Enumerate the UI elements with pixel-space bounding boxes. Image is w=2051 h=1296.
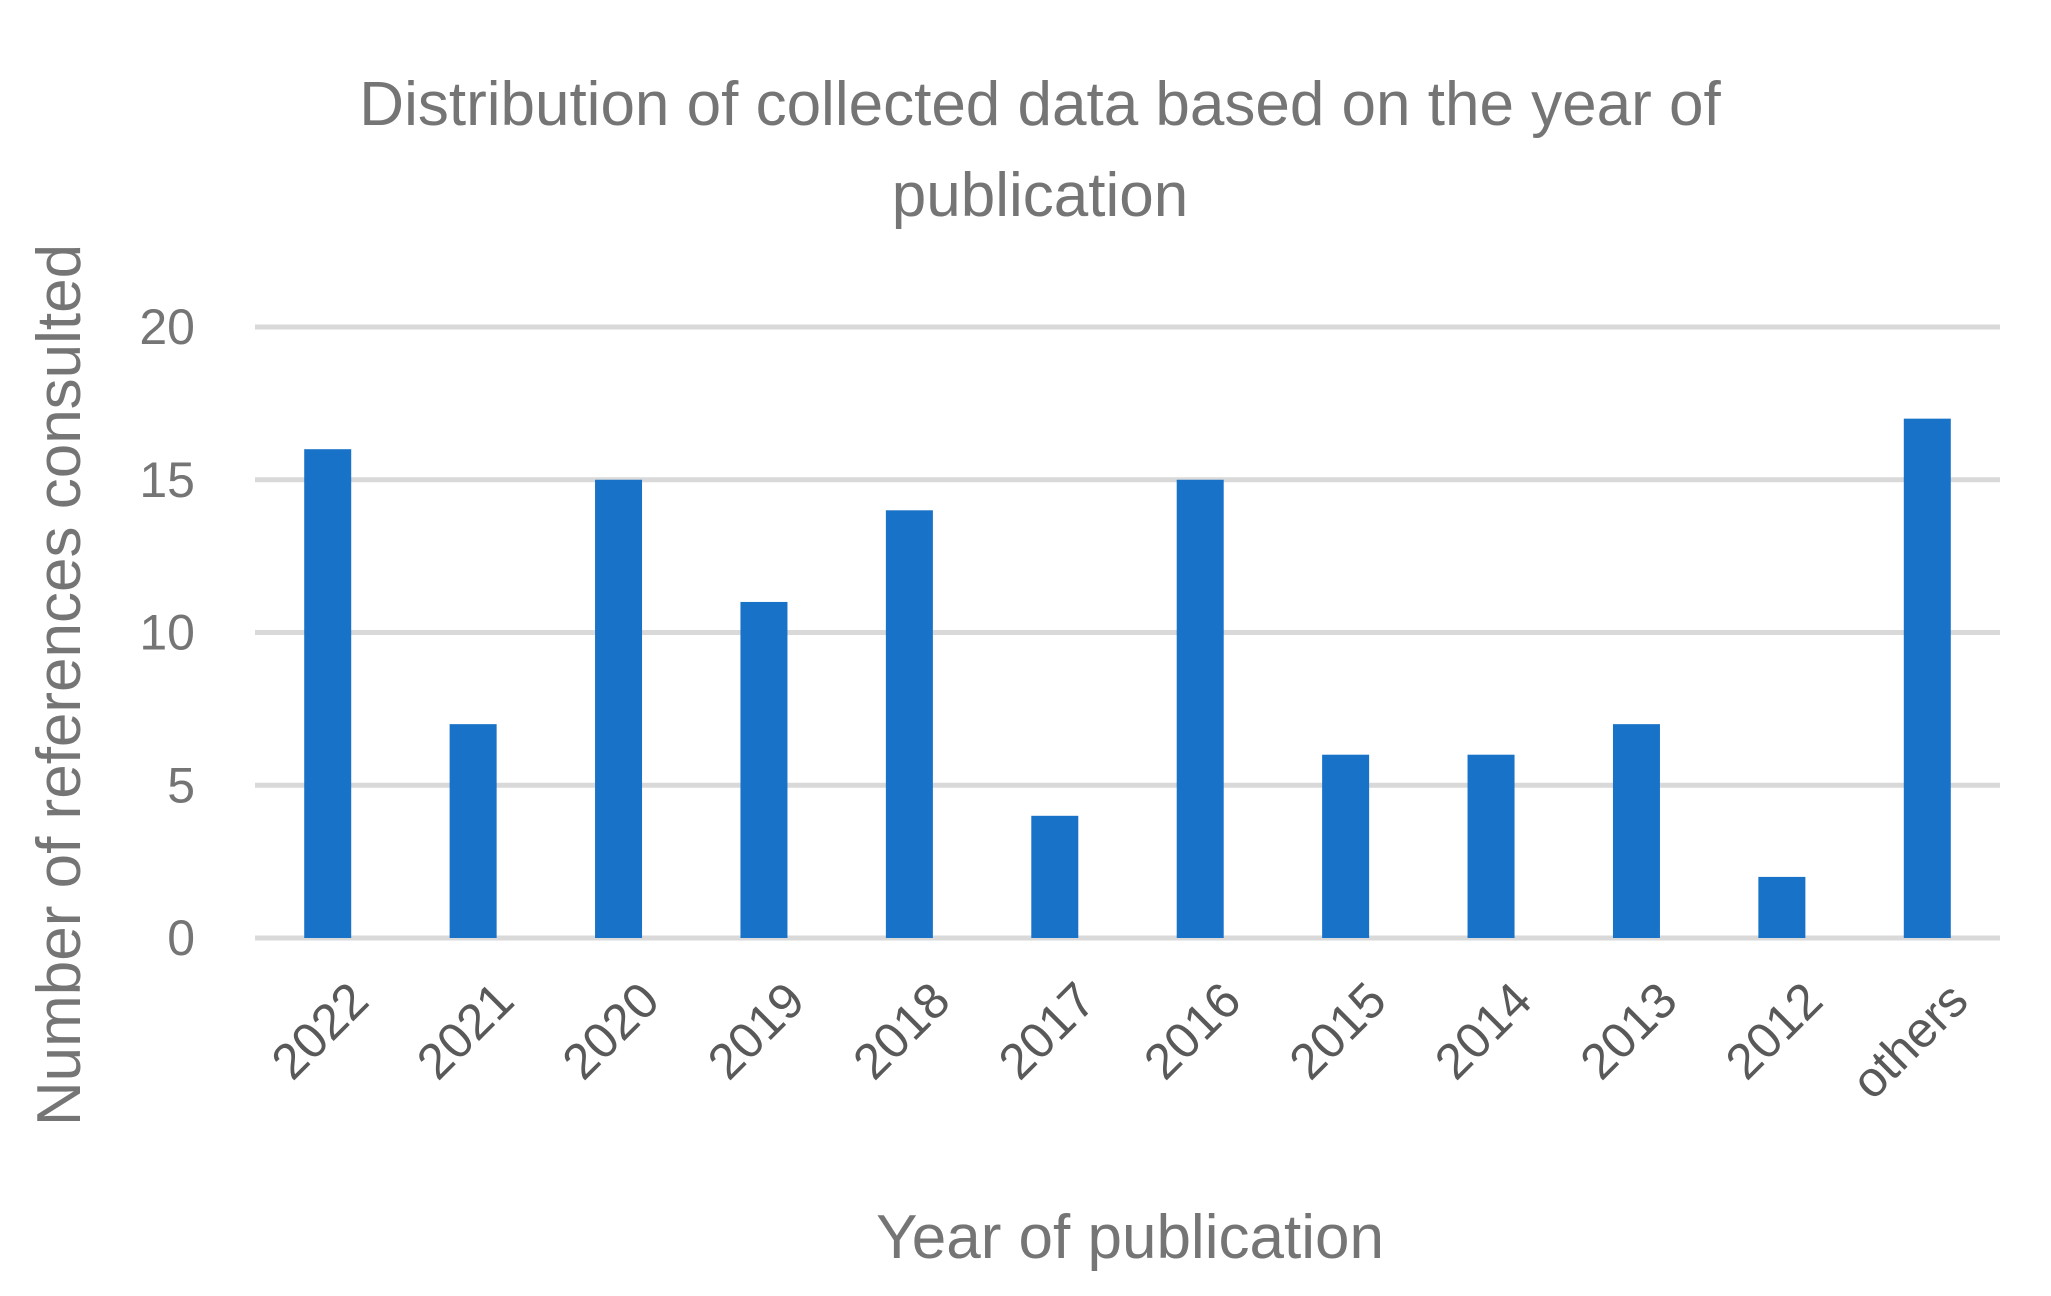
y-tick-label: 0 [167,910,195,966]
x-tick-label-2021: 2021 [406,972,524,1090]
x-axis-ticks: 2022 2021 2020 2019 2018 2017 2016 2015 2014 2013… [261,972,1979,1110]
bar-2018 [885,510,933,938]
x-tick-label-2012: 2012 [1715,972,1833,1090]
bars [304,418,1951,938]
x-tick-label-2015: 2015 [1279,972,1397,1090]
bar-2015 [1322,754,1370,938]
y-tick-label: 20 [139,299,195,355]
y-tick-label: 5 [167,757,195,813]
x-tick-label-2022: 2022 [261,972,379,1090]
gridlines [255,324,2000,941]
bar-2012 [1758,876,1806,938]
bar-2013 [1612,724,1660,938]
y-tick-label: 15 [139,452,195,508]
bar-2022 [304,449,352,938]
x-axis-title: Year of publication [876,1203,1384,1272]
bar-2020 [595,479,643,938]
bar-2016 [1176,479,1224,938]
x-tick-label-2019: 2019 [697,972,815,1090]
y-tick-label: 10 [139,605,195,661]
bar-2021 [449,724,497,938]
chart-title-line-1: Distribution of collected data based on … [359,70,1721,139]
chart-title: Distribution of collected data based on … [359,70,1721,230]
x-tick-label-2020: 2020 [552,972,670,1090]
y-axis-title: Number of references consulted [25,244,94,1126]
bar-2019 [740,601,788,938]
x-tick-label-2013: 2013 [1569,972,1687,1090]
chart-title-line-2: publication [892,161,1188,230]
x-tick-label-2017: 2017 [988,972,1106,1090]
x-tick-label-2016: 2016 [1133,972,1251,1090]
bar-others [1903,418,1951,938]
bar-2014 [1467,754,1515,938]
y-axis-ticks: 0 5 10 15 20 [139,299,195,966]
bar-2017 [1031,815,1079,938]
x-tick-label-others: others [1841,972,1979,1110]
x-tick-label-2014: 2014 [1424,972,1542,1090]
x-tick-label-2018: 2018 [842,972,960,1090]
